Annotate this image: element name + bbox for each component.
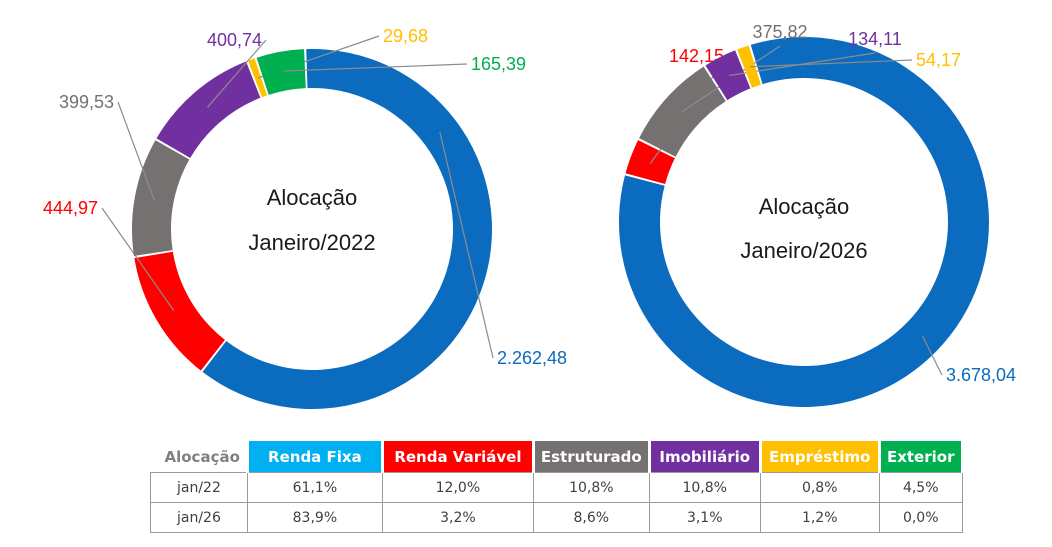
table-row: jan/22 61,1% 12,0% 10,8% 10,8% 0,8% 4,5% <box>150 472 963 503</box>
donut-center-subtitle: Janeiro/2022 <box>248 230 375 255</box>
column-header-emprestimo: Empréstimo <box>760 441 881 473</box>
donut-center-title: Alocação <box>759 194 850 219</box>
table-corner-label: Alocação <box>150 441 249 473</box>
slice-emprestimo <box>737 45 761 88</box>
slice-renda-fixa <box>202 49 492 410</box>
row-label: jan/22 <box>150 472 248 503</box>
donut-center-subtitle: Janeiro/2026 <box>740 238 867 263</box>
row-label: jan/26 <box>150 502 248 533</box>
donut-center-title: Alocação <box>267 185 358 210</box>
table-header-row: Alocação Renda Fixa Renda Variável Estru… <box>150 441 964 473</box>
column-header-imobiliario: Imobiliário <box>649 441 762 473</box>
leader-line-emprestimo <box>749 59 913 68</box>
column-header-renda-fixa: Renda Fixa <box>247 441 384 473</box>
leader-line-exterior <box>283 63 468 72</box>
slice-imobiliario <box>705 50 751 101</box>
data-label-imobiliario: 400,74 <box>207 30 262 50</box>
donut-charts: 2.262,48 444,97 399,53 400,74 29,68 165,39 Alo… <box>43 22 1016 410</box>
column-header-renda-variavel: Renda Variável <box>382 441 535 473</box>
table-cell: 8,6% <box>532 502 650 533</box>
data-label-estruturado: 399,53 <box>59 92 114 112</box>
data-label-emprestimo: 54,17 <box>916 50 961 70</box>
table-cell: 0,0% <box>878 502 963 533</box>
data-label-renda-variavel: 444,97 <box>43 198 98 218</box>
table-cell: 4,5% <box>878 472 963 503</box>
table-cell: 1,2% <box>759 502 880 533</box>
slice-renda-variavel <box>625 140 675 185</box>
data-label-exterior: 165,39 <box>471 54 526 74</box>
leader-line-renda-fixa <box>439 131 494 359</box>
data-label-emprestimo: 29,68 <box>383 26 428 46</box>
table-cell: 10,8% <box>648 472 761 503</box>
slice-imobiliario <box>156 61 261 158</box>
data-label-renda-fixa: 2.262,48 <box>497 348 567 368</box>
leader-line-imobiliario <box>207 39 267 108</box>
table-row: jan/26 83,9% 3,2% 8,6% 3,1% 1,2% 0,0% <box>150 502 963 533</box>
column-header-exterior: Exterior <box>879 441 964 473</box>
slice-exterior <box>256 49 306 95</box>
slice-renda-variavel <box>134 251 225 371</box>
table-cell: 83,9% <box>246 502 383 533</box>
table-cell: 3,2% <box>381 502 534 533</box>
table-cell: 12,0% <box>381 472 534 503</box>
leader-line-estruturado <box>117 101 155 201</box>
column-header-estruturado: Estruturado <box>533 441 651 473</box>
table-cell: 3,1% <box>648 502 761 533</box>
donut-chart-2022: 2.262,48 444,97 399,53 400,74 29,68 165,39 Alo… <box>43 26 567 410</box>
leader-line-renda-variavel <box>101 207 175 311</box>
table-cell: 10,8% <box>532 472 650 503</box>
leader-line-renda-fixa <box>921 335 943 376</box>
table-cell: 61,1% <box>246 472 383 503</box>
data-label-imobiliario: 134,11 <box>848 29 902 49</box>
donut-chart-2026: 3.678,04 142,15 375,82 134,11 54,17 Alocação J… <box>618 22 1016 408</box>
slice-emprestimo <box>248 58 268 98</box>
data-label-renda-fixa: 3.678,04 <box>946 365 1016 385</box>
allocation-table: Alocação Renda Fixa Renda Variável Estru… <box>150 441 964 533</box>
data-label-renda-variavel: 142,15 <box>669 46 724 66</box>
table-cell: 0,8% <box>759 472 880 503</box>
slice-estruturado <box>132 140 190 256</box>
data-label-estruturado: 375,82 <box>752 22 807 42</box>
